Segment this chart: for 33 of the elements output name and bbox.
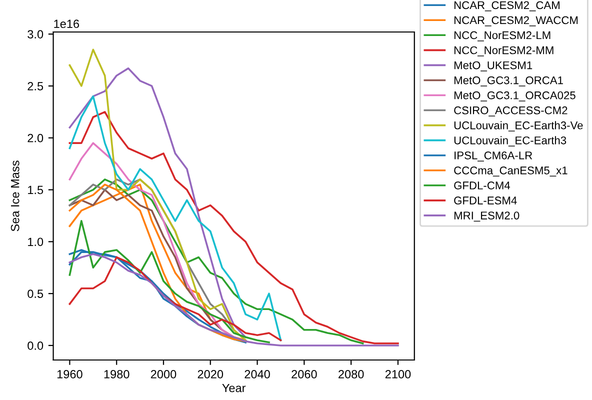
y-tick-label: 0.0 [28, 342, 44, 350]
legend-label: GFDL-CM4 [454, 182, 510, 190]
y-tick-label: 1.5 [28, 186, 44, 194]
text: 1e16 [54, 20, 80, 28]
x-axis-title: Year [222, 384, 246, 392]
legend-label: MetO_GC3.1_ORCA1 [454, 76, 563, 86]
y-tick-label: 1.0 [28, 238, 44, 246]
legend-label: NCC_NorESM2-MM [454, 46, 554, 56]
legend-label: NCAR_CESM2_CAM [454, 1, 560, 12]
y-tick-label: 2.0 [28, 134, 44, 142]
legend-label: NCC_NorESM2-LM [454, 31, 550, 42]
x-tick-label: 1980 [104, 370, 130, 378]
legend-label: UCLouvain_EC-Earth3 [454, 136, 566, 146]
legend-label: CSIRO_ACCESS-CM2 [454, 106, 568, 116]
legend-label: GFDL-ESM4 [454, 196, 517, 204]
y-tick-label: 0.5 [28, 290, 44, 298]
x-tick-label: 2000 [150, 370, 176, 378]
legend-label: UCLouvain_EC-Earth3-Ve [454, 121, 583, 132]
legend-label: MetO_UKESM1 [454, 61, 532, 72]
legend-label: MRI_ESM2.0 [454, 212, 520, 222]
legend-label: CCCma_CanESM5_x1 [454, 166, 568, 176]
x-tick-label: 2040 [244, 370, 270, 378]
legend-label: NCAR_CESM2_WACCM [454, 16, 578, 26]
legend-label: MetO_GC3.1_ORCA025 [454, 91, 576, 102]
x-tick-label: 2080 [338, 370, 364, 378]
x-tick-label: 2100 [385, 370, 411, 378]
y-axis-title: Sea Ice Mass [10, 160, 20, 232]
x-tick-label: 1960 [57, 370, 82, 378]
legend-label: IPSL_CM6A-LR [454, 151, 532, 162]
x-tick-label: 2020 [198, 370, 224, 378]
y-tick-label: 3.0 [28, 30, 44, 38]
y-tick-label: 2.5 [28, 82, 44, 90]
x-tick-label: 2060 [292, 370, 317, 378]
